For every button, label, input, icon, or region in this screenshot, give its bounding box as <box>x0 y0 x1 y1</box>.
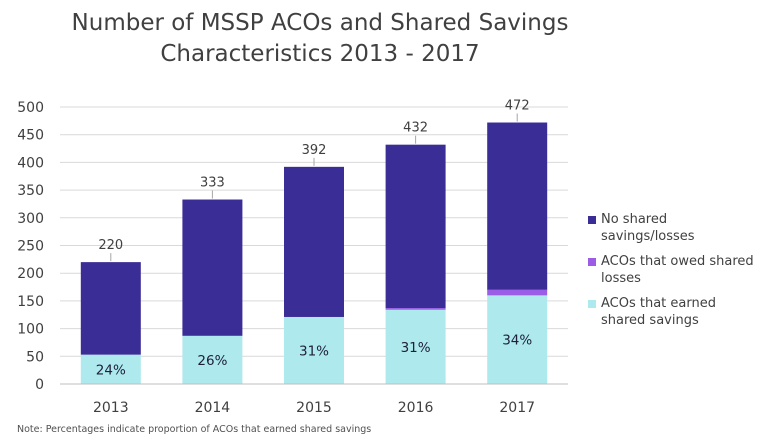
y-tick-label: 0 <box>35 377 44 393</box>
bar-segment <box>80 354 141 384</box>
chart-title-line-2: Characteristics 2013 - 2017 <box>160 41 480 67</box>
y-tick-label: 500 <box>17 100 44 116</box>
y-tick-label: 450 <box>17 128 44 144</box>
bar-segment <box>385 309 446 384</box>
percent-label: 31% <box>401 340 431 356</box>
total-label: 392 <box>302 143 327 158</box>
bar-segment <box>182 335 243 384</box>
bars <box>80 122 548 384</box>
percent-label: 31% <box>299 343 329 359</box>
bar-segment <box>487 122 548 290</box>
y-axis: 0 50 100 150 200 250 300 350 400 450 500 <box>17 100 44 393</box>
legend-swatch <box>588 258 596 266</box>
y-tick-label: 200 <box>17 266 44 282</box>
data-labels: 24% 220 26% 333 31% 392 31% 432 34% 472 <box>96 99 533 379</box>
y-tick-label: 100 <box>17 322 44 338</box>
total-label: 472 <box>505 99 530 114</box>
legend-swatch <box>588 300 596 308</box>
percent-label: 26% <box>197 353 227 369</box>
legend-label: ACOs that earned shared savings <box>601 296 716 328</box>
bar-segment <box>385 308 446 310</box>
legend-swatch <box>588 216 596 224</box>
legend: No shared savings/losses ACOs that owed s… <box>588 211 764 337</box>
y-tick-label: 150 <box>17 294 44 310</box>
total-label: 432 <box>403 121 428 136</box>
y-tick-label: 300 <box>17 211 44 227</box>
bar-segment <box>182 199 243 336</box>
bar-segment <box>385 144 446 309</box>
x-tick-label: 2013 <box>93 400 129 416</box>
legend-item: ACOs that earned shared savings <box>588 295 764 329</box>
legend-label: No shared savings/losses <box>601 212 695 244</box>
legend-item: No shared savings/losses <box>588 211 764 245</box>
y-tick-label: 350 <box>17 183 44 199</box>
bar-segment <box>80 262 141 355</box>
legend-item: ACOs that owed shared losses <box>588 253 764 287</box>
legend-label: ACOs that owed shared losses <box>601 254 754 286</box>
bar-segment <box>487 289 548 296</box>
x-tick-label: 2014 <box>195 400 231 416</box>
x-tick-label: 2017 <box>499 400 535 416</box>
x-tick-label: 2016 <box>398 400 434 416</box>
y-tick-label: 400 <box>17 155 44 171</box>
percent-label: 34% <box>502 333 532 349</box>
chart-note: Note: Percentages indicate proportion of… <box>17 424 372 435</box>
y-tick-label: 50 <box>26 349 44 365</box>
total-label: 333 <box>200 176 225 191</box>
x-axis: 2013 2014 2015 2016 2017 <box>60 383 568 416</box>
bar-segment <box>284 316 344 384</box>
percent-label: 24% <box>96 362 126 378</box>
bar-segment <box>284 166 344 317</box>
y-tick-label: 250 <box>17 239 44 255</box>
total-label: 220 <box>98 238 123 253</box>
chart-title-line-1: Number of MSSP ACOs and Shared Savings <box>71 10 569 36</box>
bar-segment <box>487 295 548 384</box>
chart-title: Number of MSSP ACOs and Shared Savings C… <box>60 8 580 70</box>
x-tick-label: 2015 <box>296 400 332 416</box>
